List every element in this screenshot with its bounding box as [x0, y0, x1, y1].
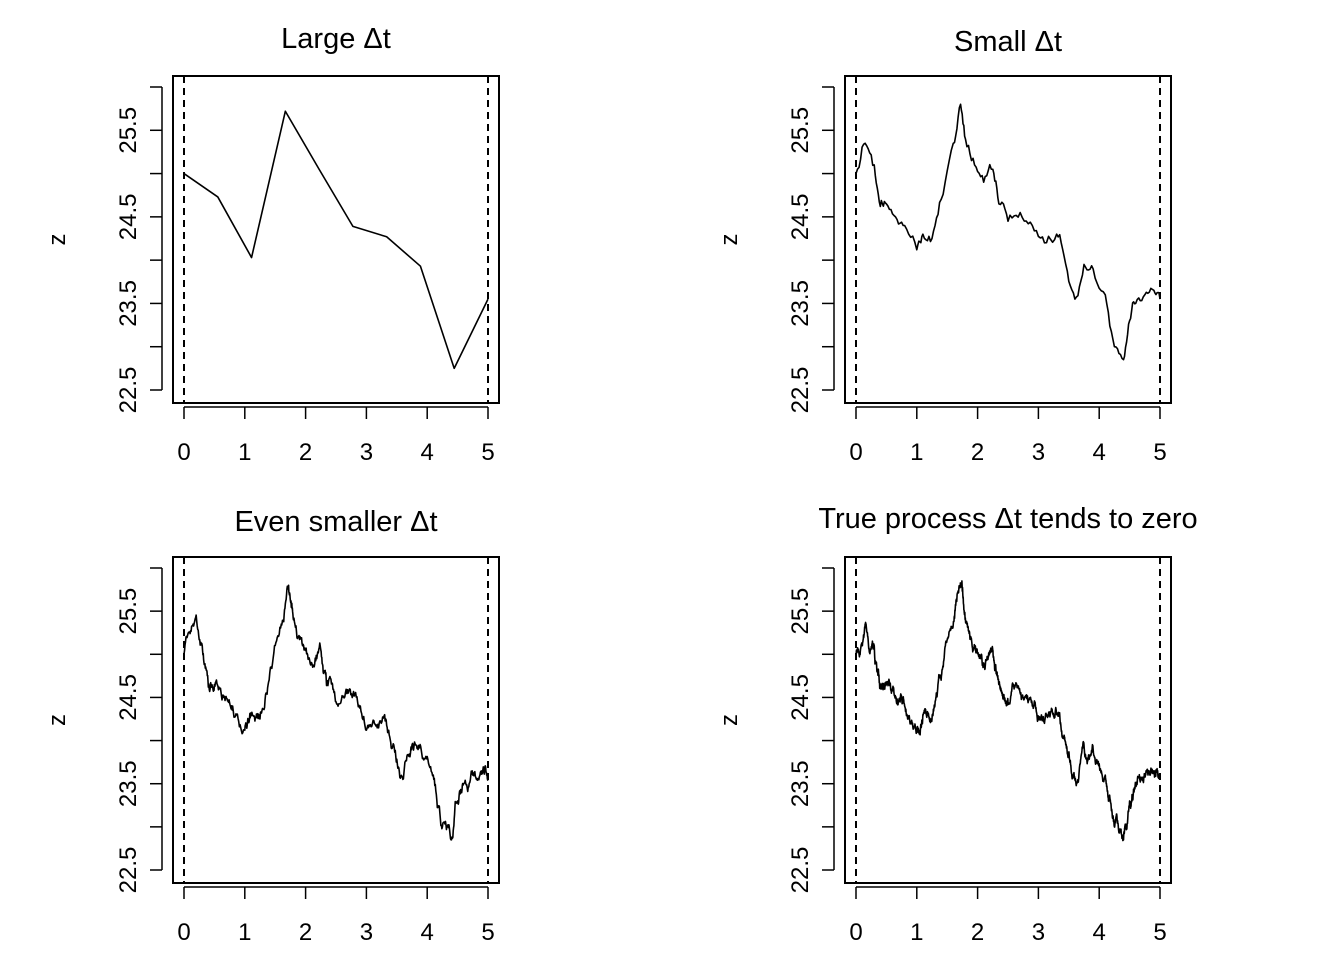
y-tick-label: 25.5 — [787, 588, 814, 635]
x-tick-label: 3 — [1032, 919, 1045, 946]
chart-title: Even smaller Δt — [234, 506, 437, 538]
series-line-1 — [183, 110, 489, 370]
y-tick-label: 23.5 — [787, 760, 814, 807]
y-tick-label: 23.5 — [115, 280, 142, 327]
series-line-1 — [855, 580, 1161, 842]
y-tick-label: 22.5 — [787, 847, 814, 894]
x-tick-label: 3 — [360, 919, 373, 946]
y-tick-label: 22.5 — [115, 847, 142, 894]
x-tick-label: 5 — [481, 919, 494, 946]
x-tick-label: 5 — [481, 439, 494, 466]
y-axis-label: z — [716, 234, 743, 246]
series-line-1 — [855, 103, 1161, 361]
series-line-1 — [183, 584, 489, 841]
x-tick-label: 1 — [238, 919, 251, 946]
panel-2: Small Δt z 0 1 2 3 4 5 22.5 23.5 24.5 25.5 — [716, 26, 1172, 466]
plot-frame — [844, 75, 1172, 404]
plot-frame — [844, 556, 1172, 884]
x-tick-label: 4 — [421, 919, 434, 946]
y-tick-label: 23.5 — [787, 280, 814, 327]
x-tick-label: 4 — [1093, 919, 1106, 946]
y-axis-label: z — [716, 714, 743, 726]
x-tick-label: 3 — [360, 439, 373, 466]
y-tick-label: 24.5 — [115, 674, 142, 721]
y-axis-label: z — [44, 714, 71, 726]
x-tick-label: 2 — [971, 919, 984, 946]
chart-title: Small Δt — [954, 26, 1062, 58]
panel-4: True process Δt tends to zero z 0 1 2 3 4 5 22.5… — [716, 503, 1198, 946]
y-tick-label: 24.5 — [787, 674, 814, 721]
x-tick-label: 5 — [1153, 919, 1166, 946]
y-tick-label: 22.5 — [787, 367, 814, 414]
chart-title: Large Δt — [281, 23, 391, 55]
chart-title: True process Δt tends to zero — [818, 503, 1197, 535]
y-tick-label: 24.5 — [115, 193, 142, 240]
x-tick-label: 1 — [238, 439, 251, 466]
x-tick-label: 4 — [421, 439, 434, 466]
x-tick-label: 2 — [299, 919, 312, 946]
y-tick-label: 25.5 — [115, 107, 142, 154]
x-tick-label: 2 — [299, 439, 312, 466]
x-tick-label: 3 — [1032, 439, 1045, 466]
x-tick-label: 0 — [177, 919, 190, 946]
x-tick-label: 2 — [971, 439, 984, 466]
x-tick-label: 0 — [849, 439, 862, 466]
x-tick-label: 4 — [1093, 439, 1106, 466]
y-tick-label: 25.5 — [787, 107, 814, 154]
x-tick-label: 5 — [1153, 439, 1166, 466]
plot-frame — [172, 556, 500, 884]
plot-frame — [172, 75, 500, 404]
x-tick-label: 1 — [910, 919, 923, 946]
panel-3: Even smaller Δt z 0 1 2 3 4 5 22.5 23.5 24.5 25.5 — [44, 506, 500, 946]
y-axis-label: z — [44, 234, 71, 246]
y-tick-label: 23.5 — [115, 760, 142, 807]
panel-1: Large Δt z 0 1 2 3 4 5 22.5 23.5 24.5 25.5 — [44, 23, 500, 466]
y-tick-label: 24.5 — [787, 193, 814, 240]
x-tick-label: 0 — [177, 439, 190, 466]
x-tick-label: 1 — [910, 439, 923, 466]
y-tick-label: 22.5 — [115, 367, 142, 414]
y-tick-label: 25.5 — [115, 588, 142, 635]
x-tick-label: 0 — [849, 919, 862, 946]
